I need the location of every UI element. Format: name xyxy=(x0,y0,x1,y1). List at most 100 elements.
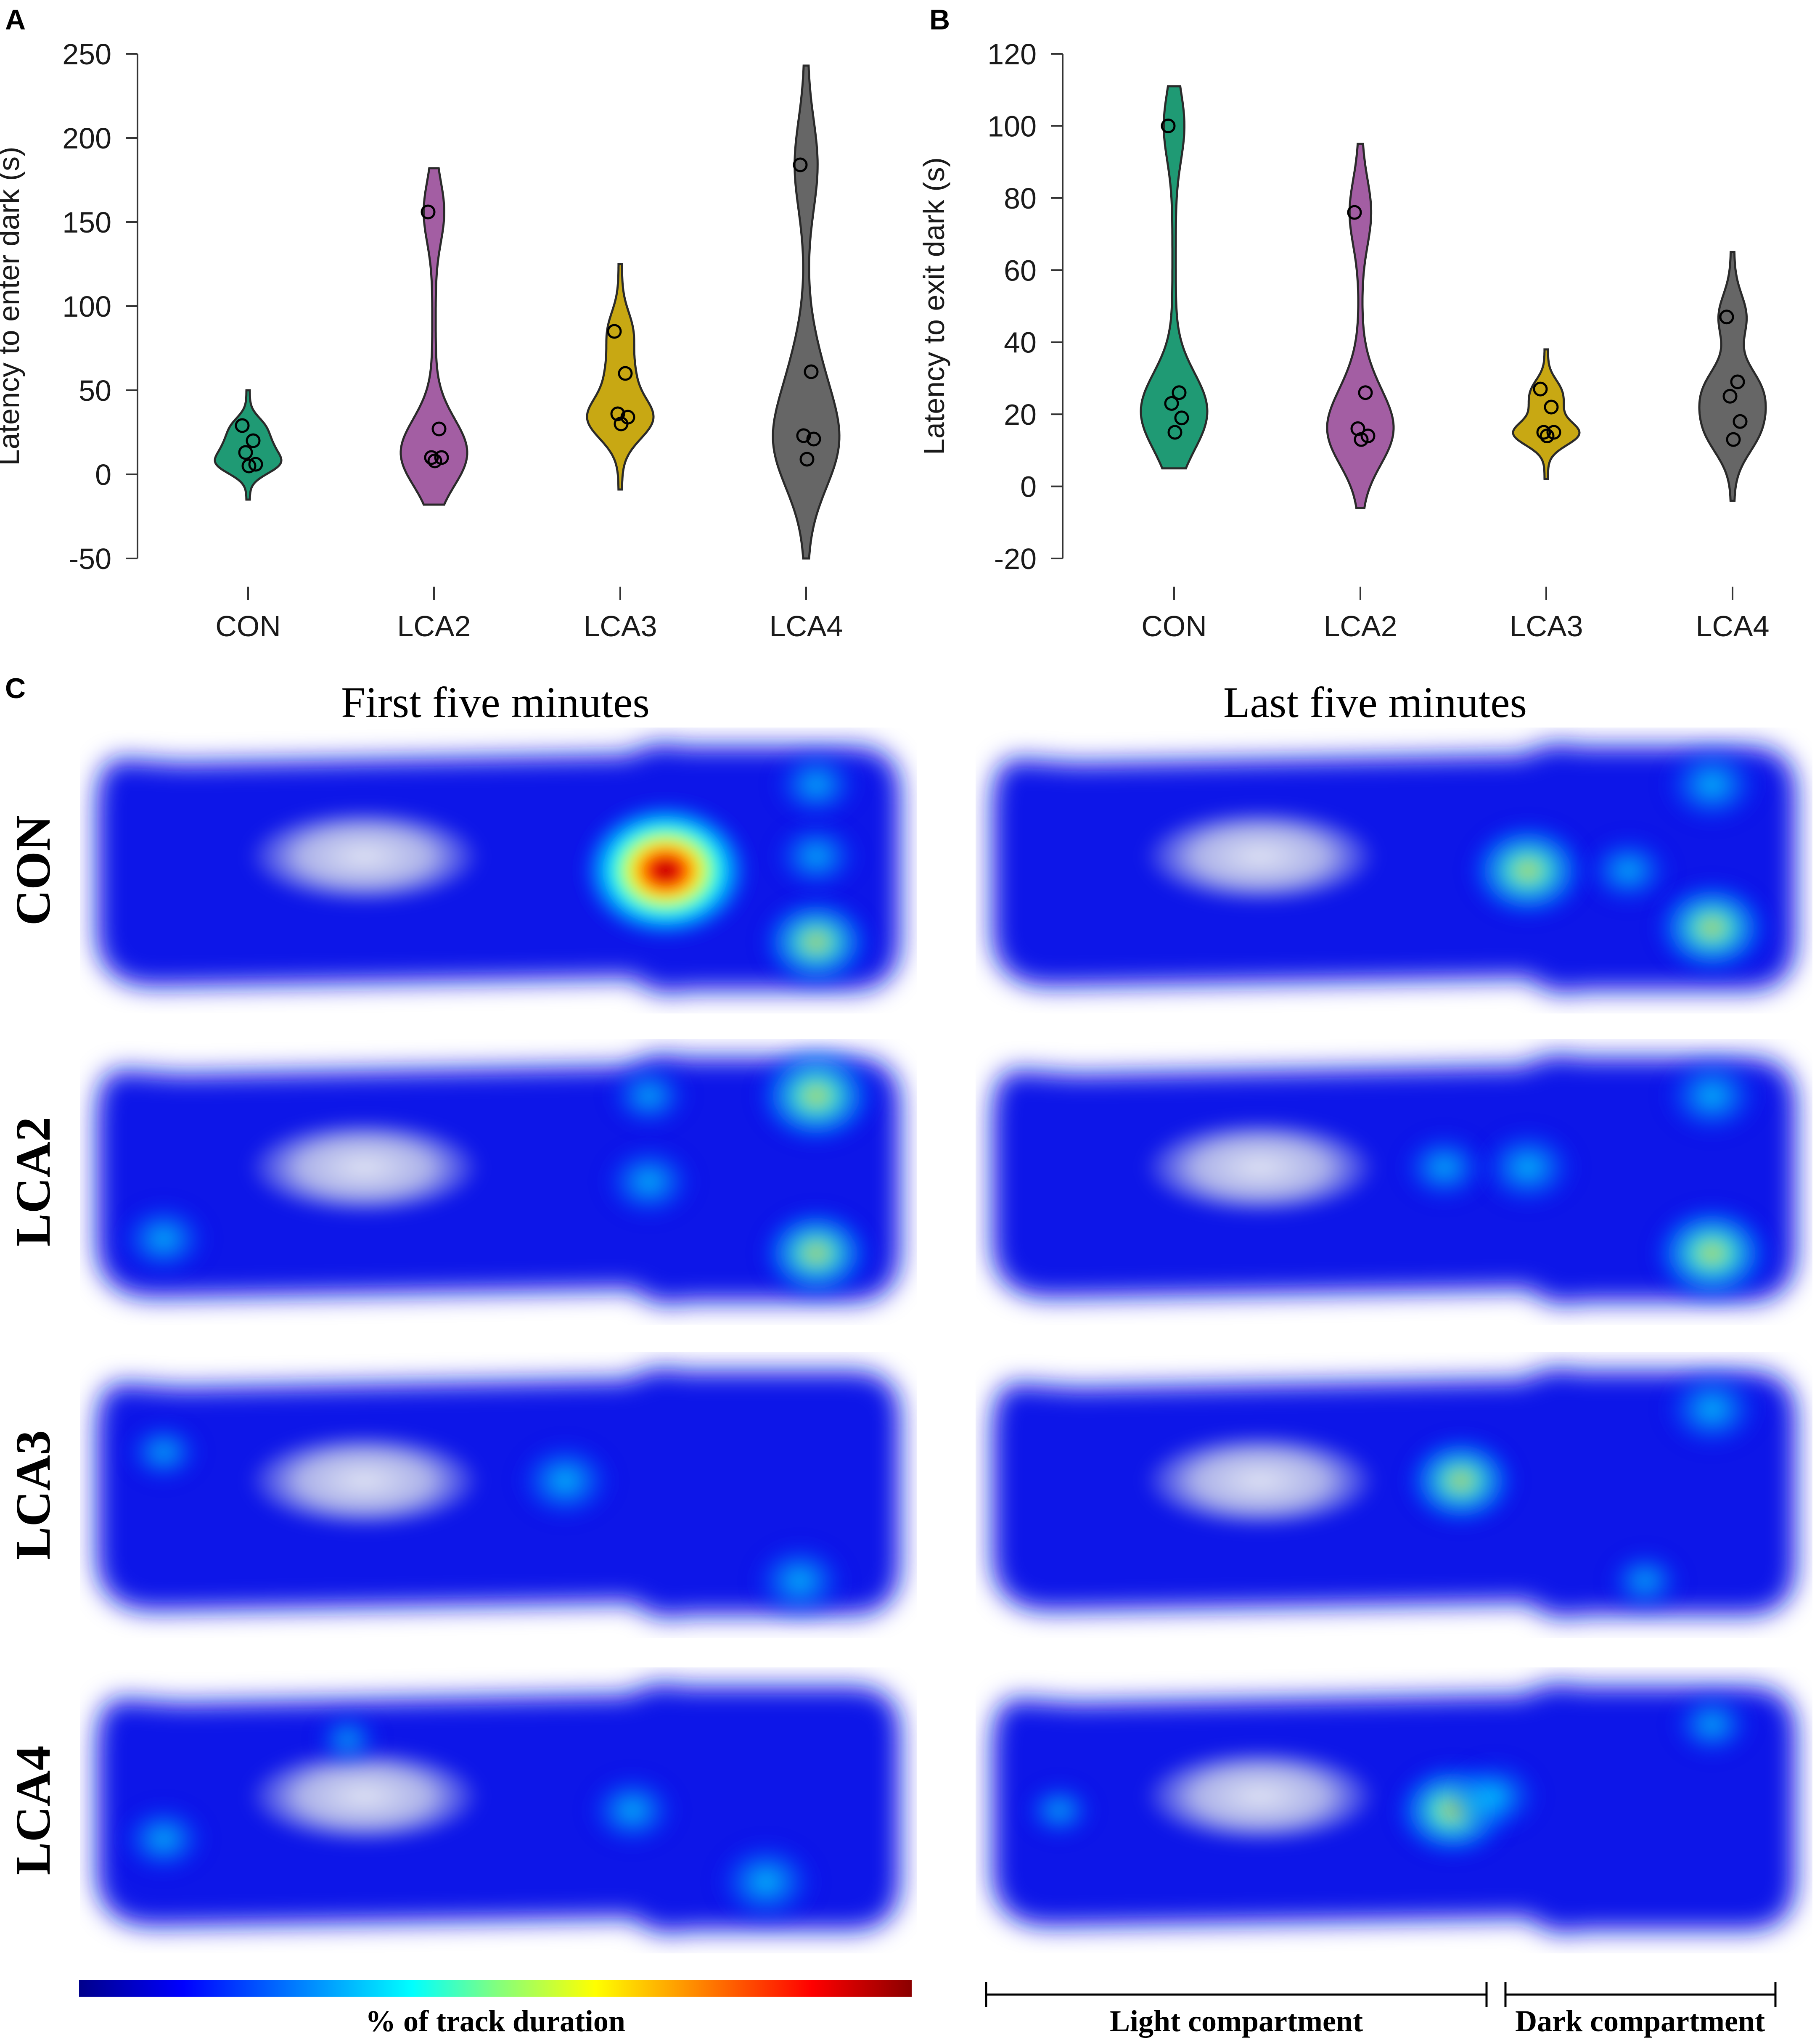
colorbar-label: % of track duration xyxy=(365,2004,625,2038)
heatmap-hotspot xyxy=(1442,1754,1546,1839)
heatmap-hotspot xyxy=(755,1203,877,1303)
data-point xyxy=(1722,389,1738,404)
y-tick-label: 60 xyxy=(1004,254,1037,287)
heatmap-base xyxy=(992,1055,1796,1304)
data-point xyxy=(793,157,808,172)
heatmap-hotspot xyxy=(1400,1431,1522,1531)
x-tick-label: CON xyxy=(1141,610,1207,643)
y-tick-label: -20 xyxy=(994,542,1037,575)
data-point xyxy=(246,433,261,448)
heatmap-hotspot xyxy=(709,1835,823,1929)
panel-a: A -50 0 50 100 150 200 250 Latency to enter dar… xyxy=(0,4,843,643)
y-axis-title: Latency to exit dark (s) xyxy=(918,157,950,455)
data-point xyxy=(806,431,821,447)
heatmap-base xyxy=(97,1055,900,1304)
data-point xyxy=(424,450,439,465)
data-point xyxy=(1358,385,1373,400)
y-tick-label: 40 xyxy=(1004,326,1037,359)
heatmap-lca3-last xyxy=(992,1364,1796,1617)
heatmap-hotspot xyxy=(582,1769,683,1852)
heatmap-hotspot xyxy=(746,1537,853,1625)
panel-b: B -20 0 20 40 60 80 100 120 Latency to exit dark… xyxy=(918,4,1770,643)
data-point xyxy=(1540,429,1555,444)
y-tick-label: 120 xyxy=(987,38,1037,71)
heatmap-base xyxy=(97,1368,900,1617)
violin-con xyxy=(1140,85,1209,470)
heatmap-hotspot xyxy=(121,1417,206,1487)
heatmap-grid xyxy=(97,740,1796,1933)
x-tick-label: LCA2 xyxy=(397,610,471,643)
heatmap-row-labels: CON LCA2 LCA3 LCA4 xyxy=(5,815,61,1875)
panel-a-violins xyxy=(214,64,841,560)
heatmap-low-region xyxy=(247,807,482,905)
data-point xyxy=(1544,400,1559,415)
row-label-con: CON xyxy=(5,815,61,926)
heatmap-base xyxy=(992,1368,1796,1617)
heatmap-base xyxy=(992,744,1796,993)
heatmap-lca3-first xyxy=(97,1368,900,1625)
x-tick-label: LCA2 xyxy=(1323,610,1397,643)
heatmap-hotspot xyxy=(1602,1545,1688,1616)
data-point xyxy=(421,204,436,220)
heatmap-lca4-first xyxy=(97,1683,900,1933)
panel-c-letter: C xyxy=(5,672,26,704)
x-tick-label: LCA4 xyxy=(769,610,843,643)
light-compartment-bracket xyxy=(985,1982,1488,2007)
data-point xyxy=(804,364,819,379)
row-label-lca2: LCA2 xyxy=(5,1117,61,1246)
heatmap-hotspot xyxy=(114,1799,213,1879)
heatmap-hotspot xyxy=(510,1436,620,1526)
column-title-last: Last five minutes xyxy=(1223,678,1527,727)
heatmap-hotspot xyxy=(1657,1051,1767,1141)
panel-b-letter: B xyxy=(929,4,950,36)
data-point xyxy=(238,445,253,460)
heatmap-hotspot xyxy=(1649,876,1775,979)
data-point xyxy=(1730,374,1745,389)
heatmap-hotspot xyxy=(1019,1778,1099,1843)
data-point xyxy=(248,457,263,472)
heatmap-con-last xyxy=(992,740,1796,993)
heatmap-hotspot xyxy=(767,816,865,896)
data-point xyxy=(431,421,447,437)
data-point xyxy=(1533,381,1548,397)
heatmap-low-region xyxy=(1143,807,1378,905)
heatmap-hotspot xyxy=(751,1042,881,1149)
panel-a-letter: A xyxy=(5,4,26,36)
data-point xyxy=(610,406,625,421)
data-point xyxy=(1167,425,1182,440)
heatmap-low-region xyxy=(1143,1432,1378,1529)
heatmap-base xyxy=(97,1683,900,1933)
y-tick-label: 150 xyxy=(62,206,111,239)
heatmap-hotspot xyxy=(1395,1127,1493,1207)
y-tick-label: 20 xyxy=(1004,398,1037,431)
panel-c: C First five minutes Last five minutes C… xyxy=(5,672,1796,2038)
y-tick-label: 80 xyxy=(1004,182,1037,215)
y-tick-label: -50 xyxy=(69,542,111,575)
data-point xyxy=(618,366,633,381)
violin-lca3 xyxy=(1512,348,1581,480)
panel-a-axes: -50 0 50 100 150 200 250 Latency to enter dark … xyxy=(0,38,843,643)
data-point xyxy=(796,428,811,443)
y-tick-label: 0 xyxy=(1020,471,1037,503)
data-point xyxy=(235,418,250,433)
light-compartment-label: Light compartment xyxy=(1110,2004,1363,2038)
data-point xyxy=(799,452,815,467)
heatmap-lca4-last xyxy=(992,1683,1796,1933)
colorbar xyxy=(79,1980,912,1997)
data-point xyxy=(1733,414,1748,429)
heatmap-con-first xyxy=(97,744,900,993)
violin-lca4 xyxy=(1698,251,1767,502)
panel-b-violins xyxy=(1140,85,1767,509)
y-tick-label: 100 xyxy=(62,290,111,323)
dark-compartment-label: Dark compartment xyxy=(1515,2004,1765,2038)
row-label-lca4: LCA4 xyxy=(5,1746,61,1875)
x-tick-label: LCA4 xyxy=(1696,610,1769,643)
data-point xyxy=(1347,205,1362,220)
data-point xyxy=(1164,396,1179,411)
heatmap-hotspot xyxy=(1579,831,1677,910)
y-tick-label: 100 xyxy=(987,110,1037,143)
heatmap-hotspot xyxy=(311,1709,385,1769)
violin-lca4 xyxy=(772,64,841,560)
x-tick-label: CON xyxy=(215,610,281,643)
heatmap-hotspot xyxy=(603,1058,695,1134)
